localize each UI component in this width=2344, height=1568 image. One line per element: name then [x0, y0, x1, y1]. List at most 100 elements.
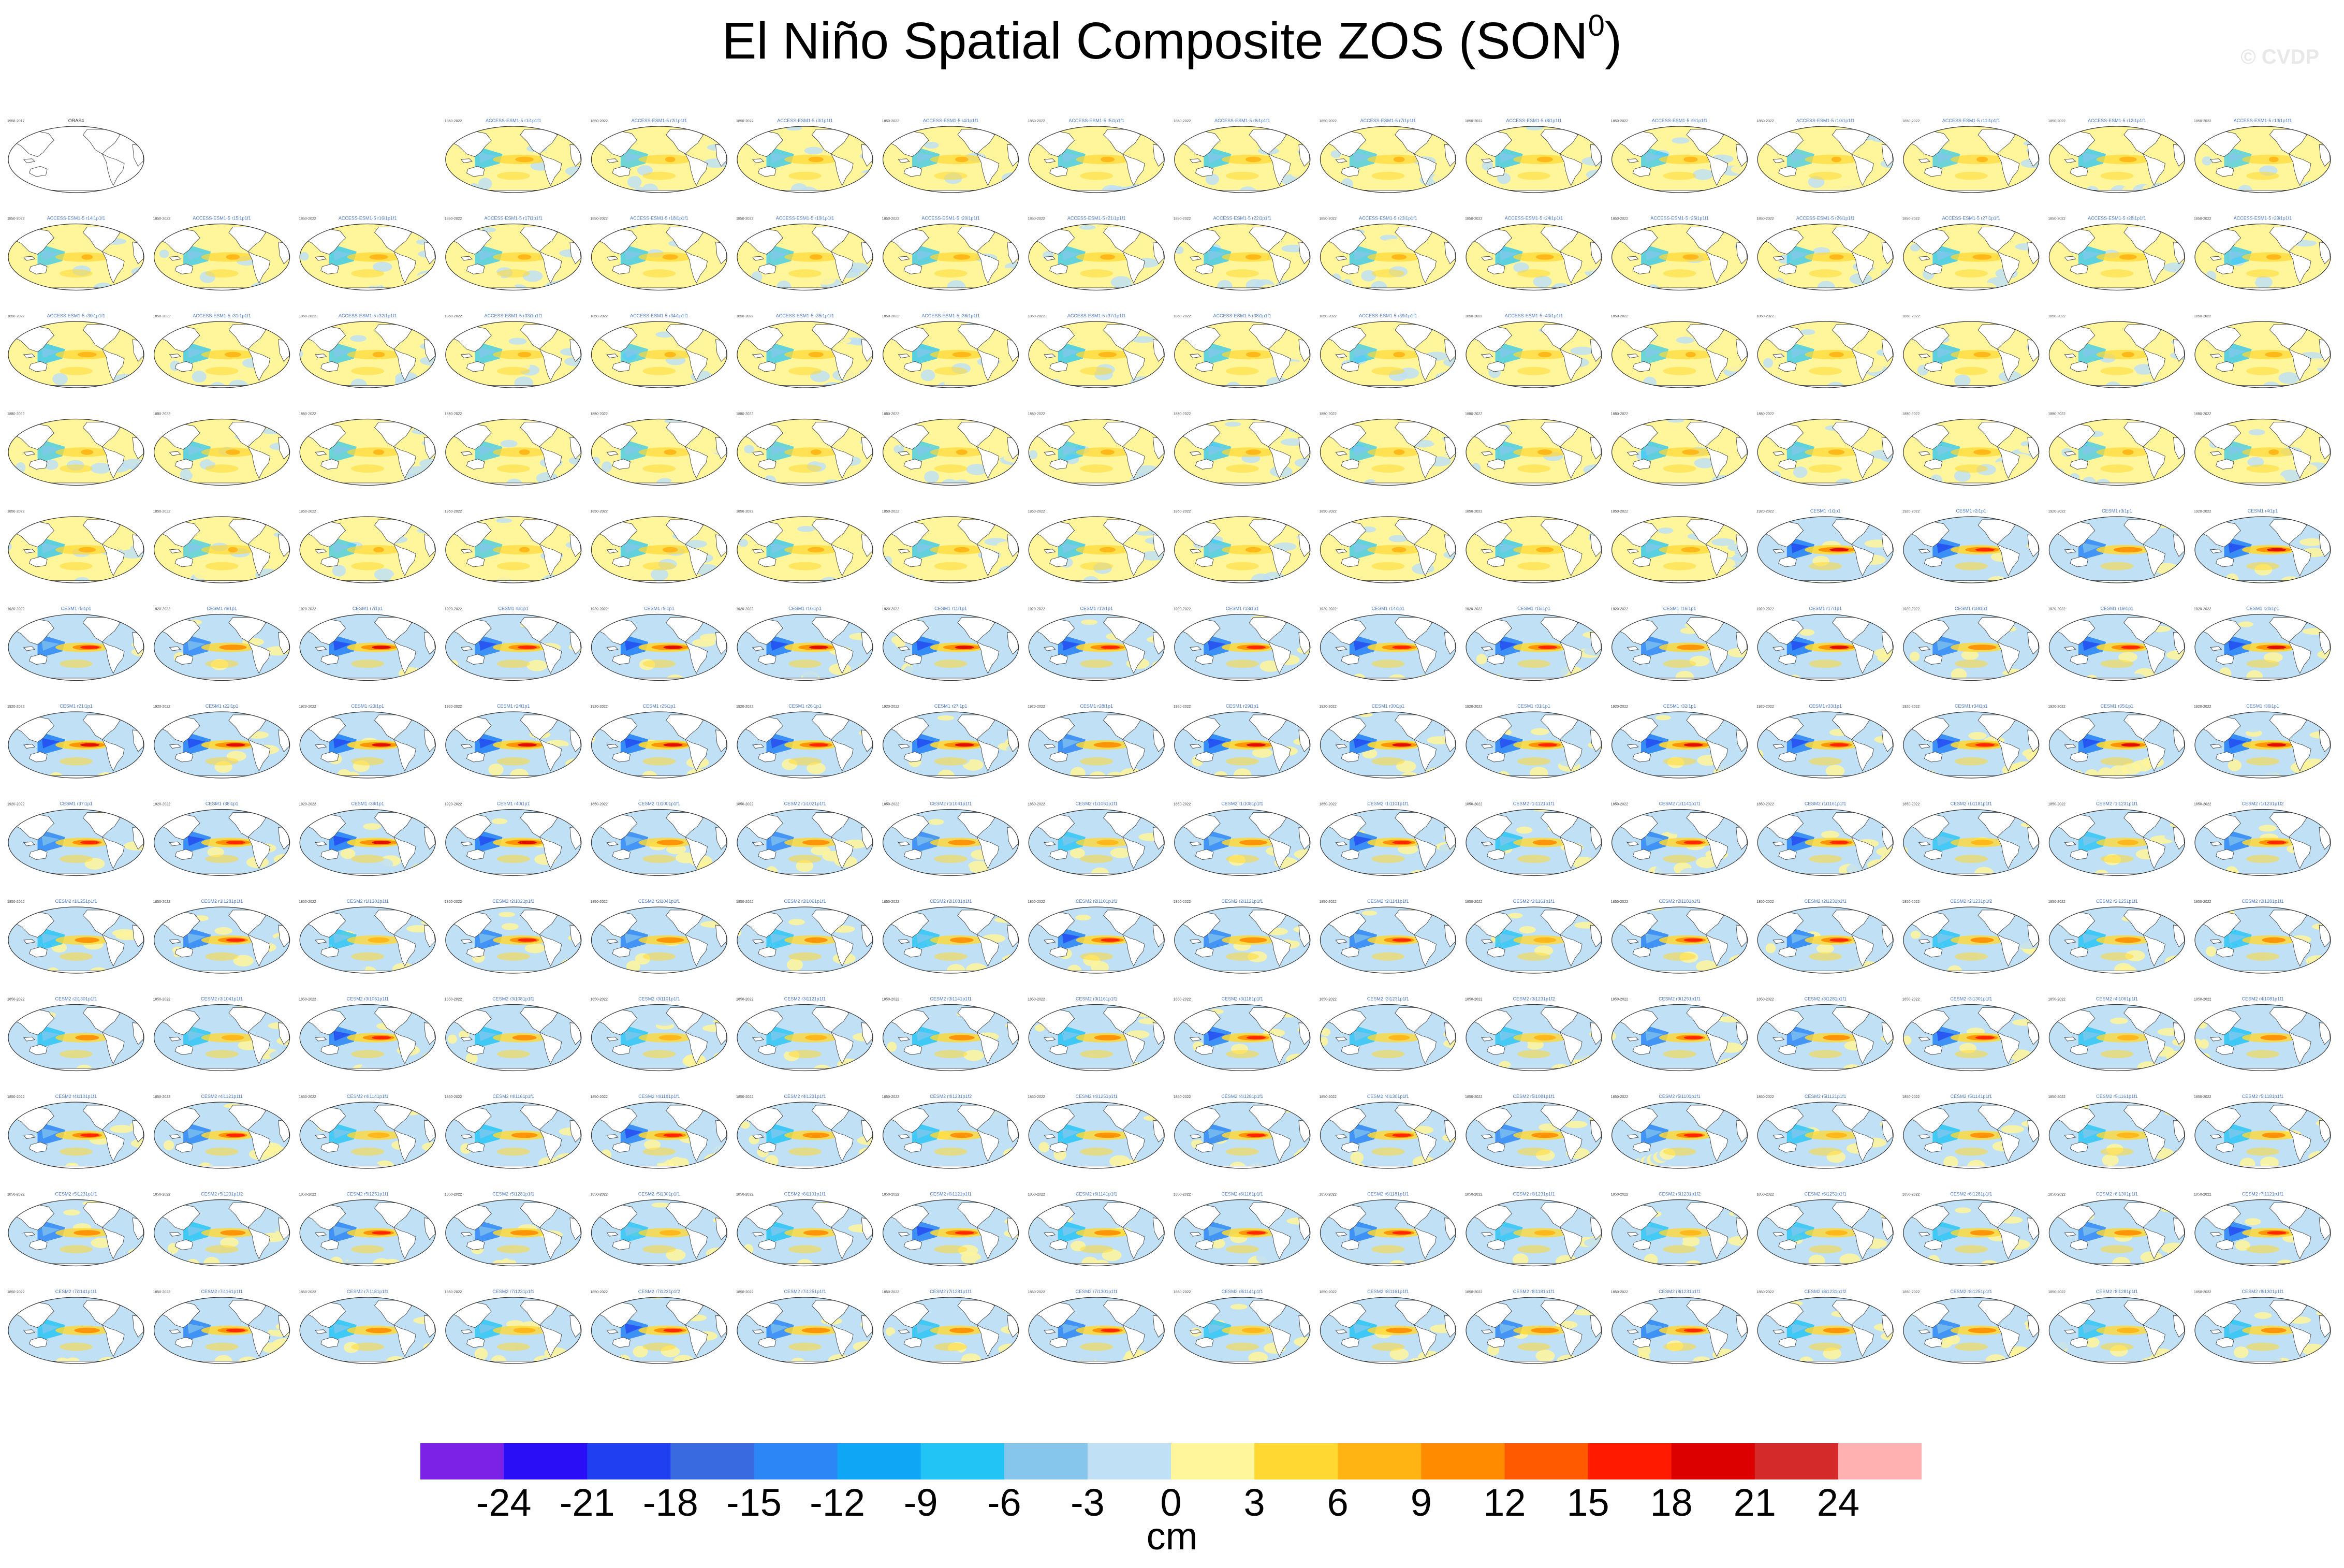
- ocean-patch: [1434, 127, 1456, 131]
- ocean-patch: [129, 772, 144, 778]
- ocean-patch: [1622, 224, 1633, 227]
- land-mass: [247, 348, 271, 382]
- negative-anomaly-core: [2228, 152, 2247, 163]
- ocean-patch: [1284, 378, 1309, 388]
- ocean-patch: [1588, 1064, 1602, 1071]
- negative-anomaly-core: [624, 347, 643, 358]
- positive-anomaly-south: [2246, 171, 2279, 180]
- ocean-patch: [903, 666, 915, 679]
- ocean-patch: [737, 965, 741, 973]
- negative-anomaly-core: [624, 250, 643, 261]
- positive-anomaly-south: [1809, 952, 1842, 961]
- positive-anomaly-peak: [517, 841, 537, 844]
- land-mass: [262, 224, 275, 230]
- ocean-patch: [2172, 177, 2185, 189]
- land-mass: [460, 354, 473, 359]
- ocean-patch: [508, 338, 527, 345]
- ocean-patch: [1035, 860, 1046, 872]
- ocean-patch: [253, 1063, 276, 1071]
- ocean-patch: [1235, 625, 1253, 632]
- panel-title: CESM2 r3i1231p1f1: [1367, 997, 1409, 1002]
- land-mass: [1632, 459, 1651, 470]
- land-mass: [1918, 354, 1930, 359]
- ocean-patch: [12, 815, 23, 820]
- ocean-patch: [1133, 478, 1158, 486]
- land-mass: [2158, 517, 2170, 523]
- ocean-patch: [27, 479, 40, 486]
- ocean-patch: [118, 282, 143, 290]
- positive-anomaly-core: [805, 1035, 827, 1041]
- positive-anomaly-peak: [80, 743, 100, 747]
- positive-anomaly-core: [512, 1035, 537, 1041]
- ocean-patch: [1930, 614, 1944, 616]
- panel-years: 1850-2022: [2194, 217, 2211, 221]
- ocean-patch: [860, 179, 873, 192]
- panel-years: 1920-2022: [1902, 608, 1920, 611]
- ocean-patch: [44, 459, 58, 470]
- ocean-patch: [1764, 479, 1775, 486]
- land-mass: [466, 361, 485, 372]
- map-outline: [882, 321, 1019, 388]
- map-outline: [299, 223, 436, 291]
- ocean-patch: [804, 146, 823, 155]
- panel-years: 1850-2022: [590, 510, 608, 514]
- ocean-patch: [2023, 327, 2039, 332]
- land-mass: [2216, 361, 2234, 372]
- panel-title: ACCESS-ESM1-5 r31i1p1f1: [193, 313, 251, 318]
- ocean-patch: [257, 674, 282, 681]
- positive-anomaly-south: [934, 855, 968, 863]
- land-mass: [1189, 451, 1202, 456]
- panel-title: ORAS4: [68, 118, 84, 123]
- ocean-patch: [1205, 173, 1219, 185]
- ocean-patch: [1881, 772, 1894, 778]
- ocean-patch: [88, 967, 109, 973]
- positive-anomaly-core: [953, 254, 971, 260]
- land-mass: [101, 251, 125, 284]
- ocean-patch: [2026, 379, 2039, 388]
- positive-anomaly-south: [205, 367, 239, 375]
- ocean-patch: [2310, 675, 2331, 681]
- ocean-patch: [2026, 1054, 2039, 1067]
- negative-anomaly-core: [624, 445, 643, 456]
- ocean-patch: [1548, 665, 1569, 677]
- ocean-patch: [414, 818, 436, 825]
- ocean-patch: [635, 674, 651, 681]
- land-mass: [101, 153, 125, 186]
- positive-anomaly-south: [1954, 367, 1988, 375]
- ocean-patch: [404, 673, 429, 681]
- positive-anomaly-core: [228, 547, 238, 553]
- panel-years: 1920-2022: [445, 608, 462, 611]
- land-mass: [460, 451, 473, 456]
- ocean-patch: [623, 1065, 637, 1071]
- positive-anomaly-core: [1245, 547, 1262, 553]
- ocean-patch: [1134, 236, 1159, 242]
- panel-years: 1850-2022: [1465, 510, 1483, 514]
- ocean-patch: [1328, 946, 1339, 957]
- ocean-patch: [2317, 865, 2331, 876]
- ocean-patch: [1908, 712, 1918, 716]
- panel-title: CESM1 r8i1p1: [499, 606, 529, 611]
- ocean-patch: [565, 517, 581, 519]
- land-mass: [1487, 166, 1505, 177]
- positive-anomaly-south: [642, 952, 676, 961]
- panel-years: 1850-2022: [1902, 803, 1920, 807]
- positive-anomaly-south: [2100, 171, 2134, 180]
- ocean-patch: [395, 345, 418, 353]
- positive-anomaly-core: [808, 351, 824, 358]
- ocean-patch: [420, 330, 436, 336]
- ocean-patch: [1098, 1060, 1118, 1071]
- map-panel: 1850-2022: [2194, 413, 2331, 486]
- ocean-patch: [1150, 380, 1165, 388]
- ocean-patch: [822, 382, 844, 388]
- positive-anomaly-core: [656, 937, 684, 943]
- ocean-patch: [1731, 675, 1748, 681]
- ocean-patch: [2163, 181, 2185, 193]
- ocean-patch: [2017, 561, 2039, 572]
- positive-anomaly-core: [1391, 547, 1407, 553]
- ocean-patch: [737, 928, 742, 936]
- ocean-patch: [591, 967, 600, 973]
